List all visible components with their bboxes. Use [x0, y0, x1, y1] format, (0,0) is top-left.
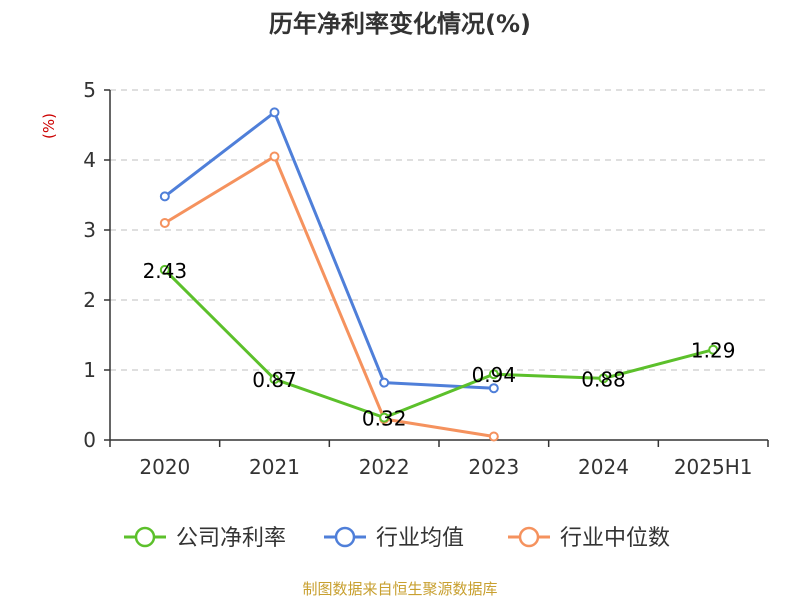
x-tick-label: 2021: [249, 455, 300, 479]
legend: 公司净利率 行业均值 行业中位数: [124, 526, 670, 551]
y-tick-label: 5: [83, 78, 96, 102]
data-point: [269, 107, 280, 118]
series-line: [163, 268, 714, 420]
legend-circle-marker: [334, 526, 356, 548]
axes: 0 1 2 3 4 5 2020 2021 2022 2023 2024 2025H1: [83, 78, 769, 479]
data-point: [598, 373, 609, 384]
data-label: 0.88: [581, 367, 626, 391]
data-label: 2.43: [143, 259, 188, 283]
data-point: [488, 431, 499, 442]
y-axis-unit-label: (%): [40, 113, 58, 139]
data-point: [269, 374, 280, 385]
x-tick-label: 2025H1: [674, 455, 753, 479]
data-label: 0.32: [362, 407, 407, 431]
y-tick-label: 3: [83, 218, 96, 242]
data-point: [159, 218, 170, 228]
data-point: [159, 191, 170, 202]
y-tick-label: 2: [83, 288, 96, 312]
data-point: [159, 264, 170, 275]
data-point: [269, 151, 280, 162]
chart-title: 历年净利率变化情况(%): [269, 10, 531, 38]
legend-label: 公司净利率: [176, 526, 286, 551]
legend-circle-marker: [518, 526, 540, 548]
legend-label: 行业均值: [376, 526, 464, 551]
data-point: [379, 377, 390, 388]
data-labels: 2.43 0.87 0.32 0.94 0.88 1.29: [143, 259, 736, 431]
y-tick-label: 4: [83, 148, 96, 172]
x-tick-label: 2022: [359, 455, 410, 479]
legend-label: 行业中位数: [560, 526, 670, 551]
data-point: [708, 344, 719, 355]
y-tick-label: 0: [83, 428, 96, 452]
x-tick-label: 2024: [578, 455, 629, 479]
series-lines: [159, 107, 719, 442]
x-tick-label: 2020: [139, 455, 190, 479]
grid-lines: [110, 89, 768, 371]
series-line: [163, 110, 494, 390]
legend-circle-marker: [134, 526, 156, 548]
data-label: 1.29: [691, 339, 736, 363]
data-point: [488, 383, 499, 394]
data-label: 0.94: [472, 363, 517, 387]
data-point: [488, 369, 499, 380]
data-point: [379, 412, 390, 423]
series-line: [164, 155, 495, 438]
data-label: 0.87: [252, 368, 297, 392]
source-note: 制图数据来自恒生聚源数据库: [302, 580, 497, 598]
y-tick-label: 1: [83, 358, 96, 382]
x-tick-label: 2023: [468, 455, 519, 479]
